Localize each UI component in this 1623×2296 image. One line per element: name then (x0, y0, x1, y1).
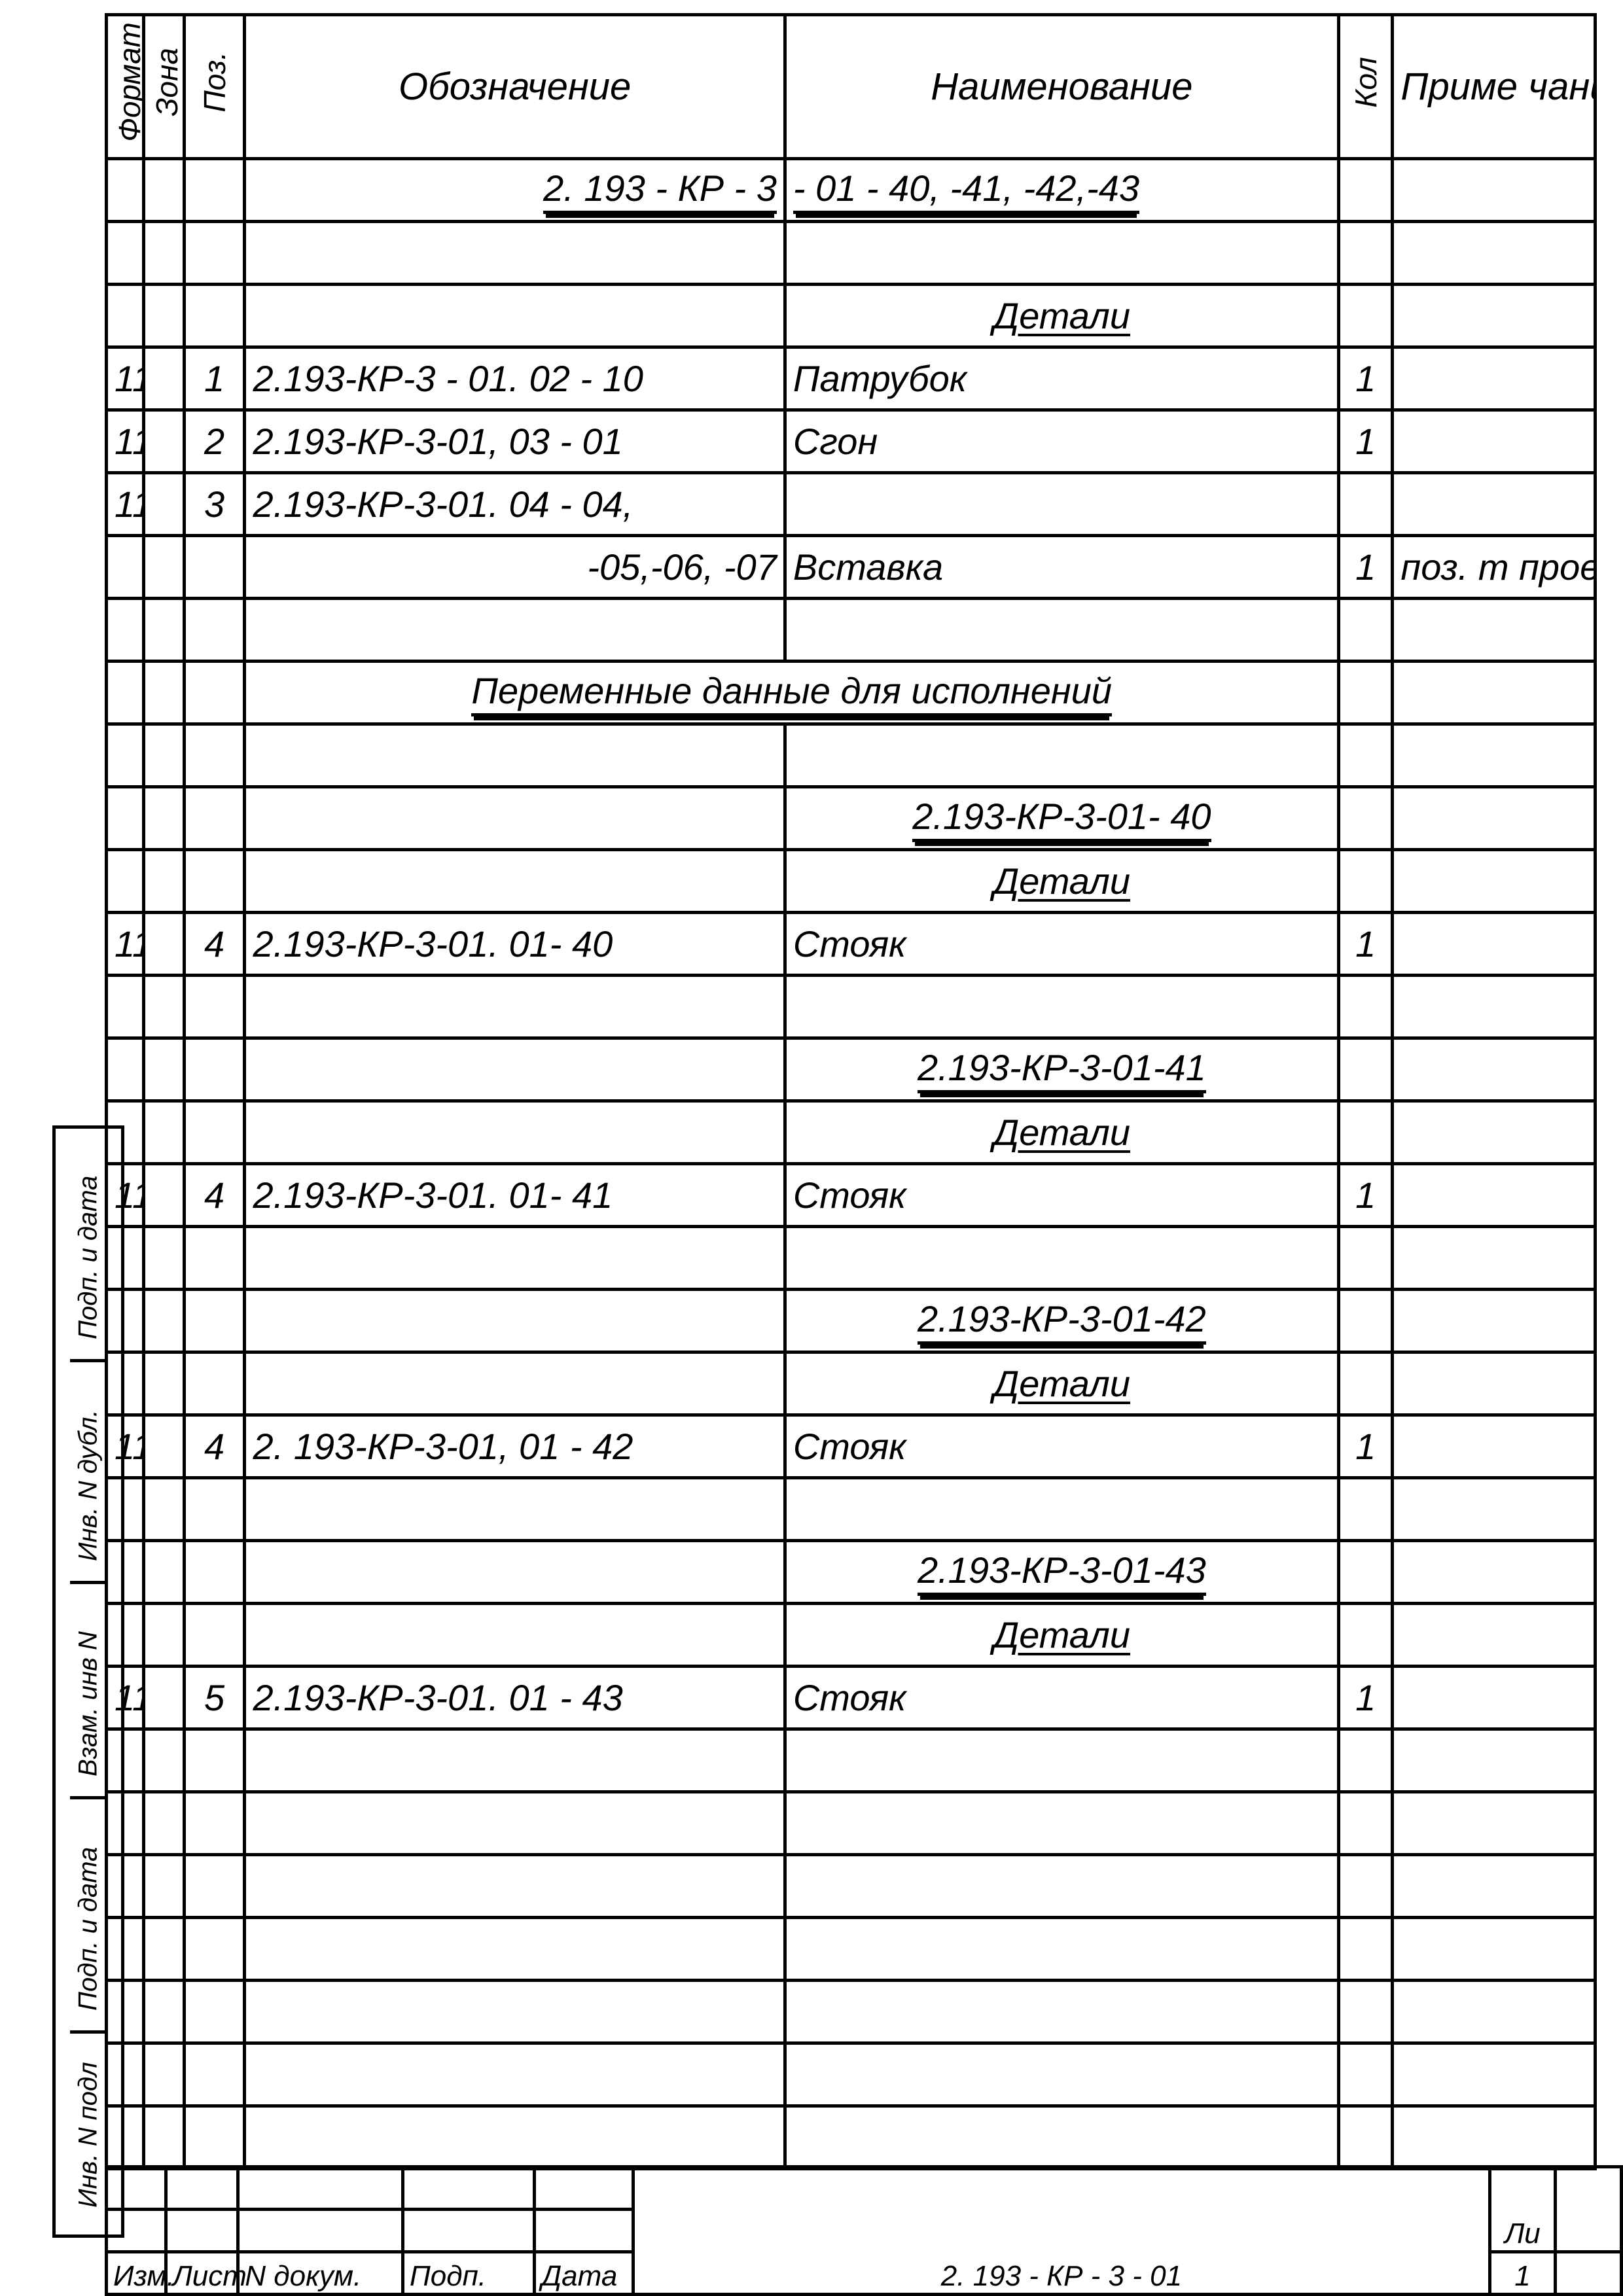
empty-row (107, 1227, 1596, 1290)
header-zona: Зона (143, 15, 184, 159)
title-block-li: Ли (1489, 2167, 1556, 2252)
variant-data-row: 11 4 2. 193-КР-3-01, 01 - 42 Стояк 1 (107, 1415, 1596, 1478)
title-block-list: Лист (166, 2252, 238, 2295)
title-block-table: 2. 193 - КР - 3 - 01 Ли Изм. Лист N доку… (105, 2165, 1623, 2296)
header-row: Формат Зона Поз. Обозначение Наименовани… (107, 15, 1596, 159)
specification-table: Формат Зона Поз. Обозначение Наименовани… (105, 13, 1597, 2170)
cell-poz: 1 (184, 347, 245, 410)
empty-row (107, 1792, 1596, 1855)
title-block: 2. 193 - КР - 3 - 01 Ли Изм. Лист N доку… (105, 2165, 1623, 2296)
variant-code-row: 2.193-КР-3-01- 40 (107, 787, 1596, 850)
variable-section-row: Переменные данные для исполнений (107, 662, 1596, 724)
variant-data-row: 11 5 2.193-КР-3-01. 01 - 43 Стояк 1 (107, 1667, 1596, 1729)
title-block-page: 1 (1489, 2252, 1556, 2295)
header-kol: Кол (1338, 15, 1393, 159)
variant-detali-row: Детали (107, 1604, 1596, 1667)
side-stamp-cell: Инв. N подл (74, 2062, 103, 2208)
header-format: Формат (107, 15, 144, 159)
side-stamp-cell: Подп. и дата (71, 1156, 107, 1362)
cell-oboz: 2.193-КР-3 - 01. 02 - 10 (245, 347, 785, 410)
doc-number-row: 2. 193 - КР - 3 - 01 - 40, -41, -42,-43 (107, 159, 1596, 222)
data-row: 11 2 2.193-КР-3-01, 03 - 01 Сгон 1 (107, 410, 1596, 473)
side-stamp-cell: Подп. и дата (71, 1828, 107, 2034)
header-poz: Поз. (184, 15, 245, 159)
doc-number-naim: - 01 - 40, -41, -42,-43 (785, 159, 1338, 222)
cell-format: 11 (107, 347, 144, 410)
cell-kol: 1 (1338, 347, 1393, 410)
empty-row (107, 599, 1596, 662)
variant-detali-row: Детали (107, 1101, 1596, 1164)
title-block-code: 2. 193 - КР - 3 - 01 (633, 2167, 1489, 2295)
empty-row (107, 1918, 1596, 1981)
empty-row (107, 2106, 1596, 2169)
title-block-data: Дата (535, 2252, 633, 2295)
title-block-empty-row: 2. 193 - КР - 3 - 01 Ли (107, 2167, 1622, 2210)
empty-row (107, 724, 1596, 787)
side-stamp-cell: Инв. N дубл. (71, 1390, 107, 1584)
doc-number-oboz: 2. 193 - КР - 3 (245, 159, 785, 222)
side-stamp-cell: Взам. инв N (71, 1612, 107, 1800)
empty-row (107, 222, 1596, 285)
section-detali-row: Детали (107, 285, 1596, 347)
title-block-podp: Подп. (402, 2252, 534, 2295)
data-row: -05,-06, -07 Вставка 1 поз. т проект. (107, 536, 1596, 599)
variant-detali-row: Детали (107, 1352, 1596, 1415)
data-row: 11 3 2.193-КР-3-01. 04 - 04, (107, 473, 1596, 536)
cell-naim: Патрубок (785, 347, 1338, 410)
variant-detali-row: Детали (107, 850, 1596, 913)
variable-section: Переменные данные для исполнений (245, 662, 1338, 724)
side-stamp: Инв. N подл Подп. и дата Взам. инв N Инв… (52, 1125, 124, 2238)
specification-sheet: Формат Зона Поз. Обозначение Наименовани… (105, 13, 1623, 2296)
variant-data-row: 11 4 2.193-КР-3-01. 01- 40 Стояк 1 (107, 913, 1596, 976)
empty-row (107, 976, 1596, 1038)
empty-row (107, 1981, 1596, 2043)
header-naim: Наименование (785, 15, 1338, 159)
empty-row (107, 1729, 1596, 1792)
header-prim: Приме чани (1393, 15, 1596, 159)
variant-code-row: 2.193-КР-3-01-43 (107, 1541, 1596, 1604)
section-detali: Детали (785, 285, 1338, 347)
variant-code-row: 2.193-КР-3-01-42 (107, 1290, 1596, 1352)
variant-code-row: 2.193-КР-3-01-41 (107, 1038, 1596, 1101)
title-block-izm: Изм. (107, 2252, 166, 2295)
data-row: 11 1 2.193-КР-3 - 01. 02 - 10 Патрубок 1 (107, 347, 1596, 410)
empty-row (107, 2043, 1596, 2106)
header-oboz: Обозначение (245, 15, 785, 159)
empty-row (107, 1855, 1596, 1918)
title-block-ndokum: N докум. (238, 2252, 403, 2295)
empty-row (107, 1478, 1596, 1541)
variant-data-row: 11 4 2.193-КР-3-01. 01- 41 Стояк 1 (107, 1164, 1596, 1227)
